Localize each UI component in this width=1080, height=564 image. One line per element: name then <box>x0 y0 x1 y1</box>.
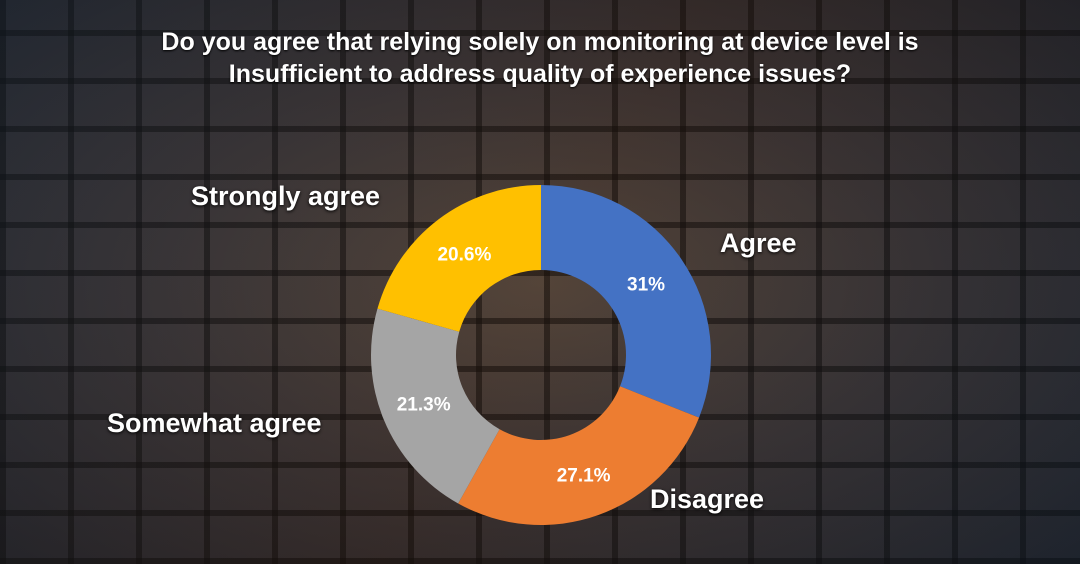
donut-slice-agree <box>541 185 712 418</box>
category-label-somewhat-agree: Somewhat agree <box>107 408 322 438</box>
data-label-somewhat-agree: 21.3% <box>397 395 451 416</box>
data-label-disagree: 27.1% <box>557 466 611 487</box>
category-label-disagree: Disagree <box>650 484 765 514</box>
title-line-2: Insufficient to address quality of exper… <box>228 60 852 88</box>
data-label-agree: 31% <box>627 275 665 296</box>
donut-slice-somewhat-agree <box>370 308 500 504</box>
title-line-1: Do you agree that relying solely on moni… <box>161 28 919 56</box>
chart-title: Do you agree that relying solely on moni… <box>0 26 1080 90</box>
category-label-strongly-agree: Strongly agree <box>191 181 381 211</box>
category-label-agree: Agree <box>720 228 797 258</box>
data-label-strongly-agree: 20.6% <box>437 245 491 266</box>
donut-slice-strongly-agree <box>377 185 541 332</box>
donut-slice-disagree <box>458 386 700 525</box>
